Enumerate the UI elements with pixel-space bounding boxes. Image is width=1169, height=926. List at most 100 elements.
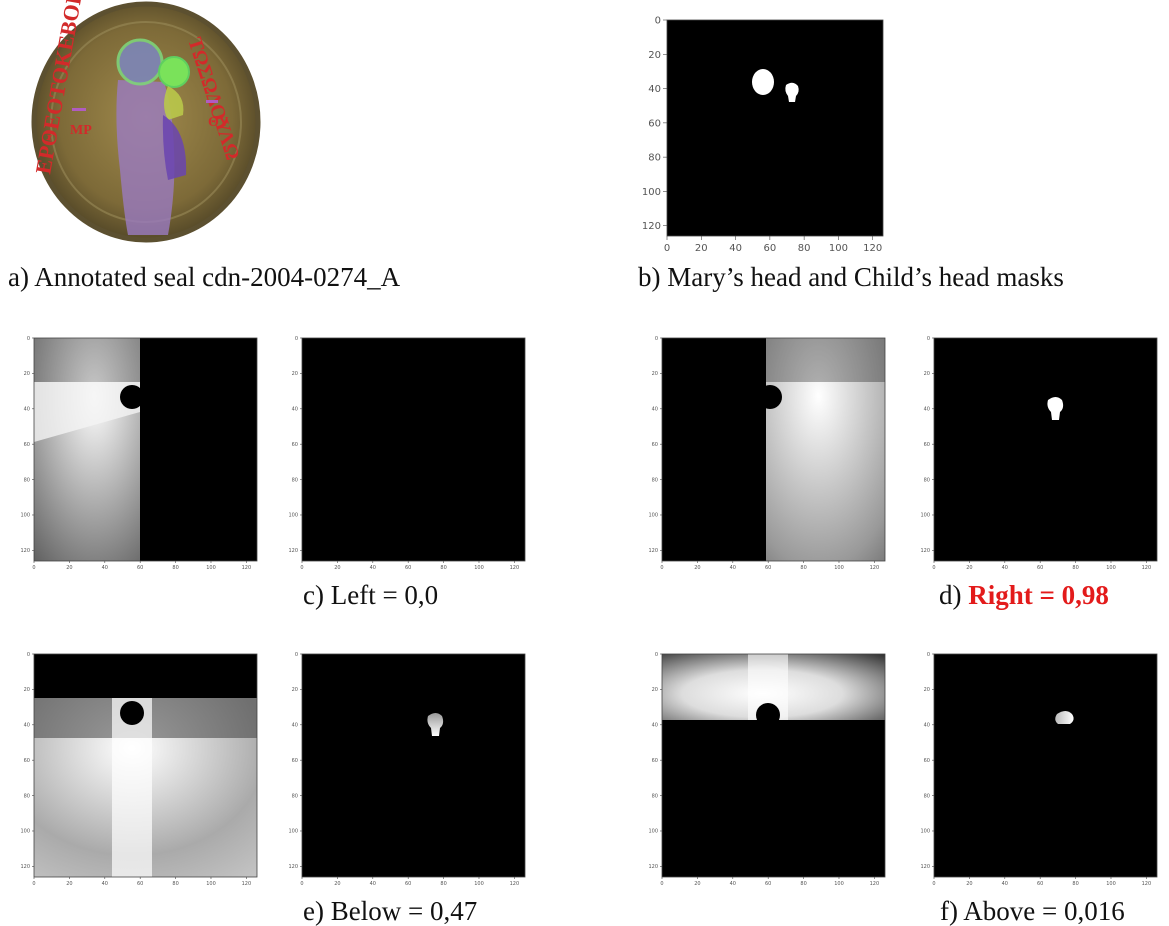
- right-result-plot-d: 0 0 20 20 40 40 60 60 80 80 100 100 120 120: [920, 336, 1158, 571]
- y-tick-label: 100: [288, 513, 298, 519]
- x-tick-label: 80: [172, 881, 178, 887]
- y-tick-label: 0: [655, 652, 658, 658]
- x-tick-label: 60: [1037, 565, 1043, 571]
- x-tick-label: 60: [1037, 881, 1043, 887]
- y-tick-label: 40: [24, 723, 30, 729]
- y-tick-label: 0: [927, 652, 930, 658]
- caption-a: a) Annotated seal cdn-2004-0274_A: [8, 262, 401, 292]
- caption-e: e) Below = 0,47: [303, 896, 478, 926]
- left-result-plot-c: 0 0 20 20 40 40 60 60 80 80 100 100 120 120: [288, 336, 526, 571]
- above-result-plot-f: 0 0 20 20 40 40 60 60 80 80 100 100 120 120: [920, 652, 1158, 887]
- x-tick-label: 40: [730, 565, 736, 571]
- y-tick-label: 20: [24, 371, 30, 377]
- y-tick-label: 20: [924, 371, 930, 377]
- x-tick-label: 40: [730, 881, 736, 887]
- x-tick-label: 0: [932, 565, 935, 571]
- caption-b: b) Mary’s head and Child’s head masks: [638, 262, 1064, 292]
- plot-frame: [661, 337, 886, 562]
- x-tick-label: 100: [829, 243, 848, 254]
- y-tick-label: 100: [920, 829, 930, 835]
- y-tick-label: 0: [27, 336, 30, 342]
- y-tick-label: 0: [295, 336, 298, 342]
- x-tick-label: 60: [137, 565, 143, 571]
- plot-frame: [666, 19, 884, 237]
- y-tick-label: 80: [652, 793, 658, 799]
- y-tick-label: 60: [292, 758, 298, 764]
- y-tick-label: 60: [924, 442, 930, 448]
- x-tick-label: 80: [440, 881, 446, 887]
- below-field-plot-e: 0 0 20 20 40 40 60 60 80 80 100 100 120 120: [20, 652, 258, 887]
- plot-frame: [301, 337, 526, 562]
- y-tick-label: 120: [648, 548, 658, 554]
- y-tick-label: 20: [24, 687, 30, 693]
- caption-c: c) Left = 0,0: [303, 580, 439, 610]
- y-tick-label: 80: [292, 793, 298, 799]
- x-tick-label: 40: [102, 881, 108, 887]
- y-tick-label: 80: [292, 477, 298, 483]
- y-tick-label: 60: [652, 758, 658, 764]
- x-tick-label: 80: [172, 565, 178, 571]
- below-result-plot-e: 0 0 20 20 40 40 60 60 80 80 100 100 120 120: [288, 652, 526, 887]
- x-tick-label: 120: [870, 881, 880, 887]
- x-tick-label: 60: [405, 565, 411, 571]
- masks-plot-b: 0 0 20 20 40 40 60 60 80 80 100 100 120 120: [642, 16, 884, 254]
- x-tick-label: 20: [695, 243, 708, 254]
- x-tick-label: 40: [1002, 881, 1008, 887]
- x-tick-label: 0: [32, 565, 35, 571]
- left-field-plot-c: 0 0 20 20 40 40 60 60 80 80 100 100 120 120: [20, 336, 258, 571]
- x-tick-label: 120: [510, 565, 520, 571]
- y-tick-label: 40: [648, 84, 661, 95]
- x-tick-label: 20: [694, 881, 700, 887]
- y-tick-label: 40: [924, 407, 930, 413]
- y-tick-label: 40: [924, 723, 930, 729]
- y-tick-label: 120: [920, 864, 930, 870]
- seal-child-monogram: ΘΥ: [208, 115, 229, 130]
- plot-frame: [33, 653, 258, 878]
- y-tick-label: 100: [20, 829, 30, 835]
- x-tick-label: 120: [1142, 565, 1152, 571]
- seal-mary-monogram: ΜΡ: [70, 123, 92, 138]
- x-tick-label: 0: [300, 565, 303, 571]
- x-tick-label: 20: [66, 565, 72, 571]
- y-tick-label: 80: [924, 793, 930, 799]
- x-tick-label: 60: [765, 881, 771, 887]
- x-tick-label: 20: [334, 881, 340, 887]
- x-tick-label: 40: [1002, 565, 1008, 571]
- y-tick-label: 40: [652, 407, 658, 413]
- x-tick-label: 0: [664, 243, 670, 254]
- x-tick-label: 120: [870, 565, 880, 571]
- x-tick-label: 60: [763, 243, 776, 254]
- x-tick-label: 40: [729, 243, 742, 254]
- y-tick-label: 40: [652, 723, 658, 729]
- x-tick-label: 20: [694, 565, 700, 571]
- y-tick-label: 120: [288, 864, 298, 870]
- x-tick-label: 20: [966, 565, 972, 571]
- y-tick-label: 0: [295, 652, 298, 658]
- y-tick-label: 60: [24, 442, 30, 448]
- y-tick-label: 20: [648, 50, 661, 61]
- y-tick-label: 120: [288, 548, 298, 554]
- y-tick-label: 20: [652, 687, 658, 693]
- annotated-seal-image: ΕΡΘΕΟΤΟΚΕΒΟΗΘΕΙ ΤΩΣΩΔΟΥΛΩ ΜΡ ΘΥ: [30, 0, 261, 243]
- plot-frame: [33, 337, 258, 562]
- y-tick-label: 60: [24, 758, 30, 764]
- y-tick-label: 100: [648, 513, 658, 519]
- y-tick-label: 0: [927, 336, 930, 342]
- x-tick-label: 100: [206, 565, 216, 571]
- y-tick-label: 80: [924, 477, 930, 483]
- y-tick-label: 80: [648, 153, 661, 164]
- plot-frame: [933, 653, 1158, 878]
- right-field-plot-d: 0 0 20 20 40 40 60 60 80 80 100 100 120 120: [648, 336, 886, 571]
- x-tick-label: 0: [660, 565, 663, 571]
- x-tick-label: 100: [834, 565, 844, 571]
- x-tick-label: 0: [660, 881, 663, 887]
- y-tick-label: 100: [20, 513, 30, 519]
- x-tick-label: 20: [66, 881, 72, 887]
- x-tick-label: 100: [1106, 881, 1116, 887]
- x-tick-label: 80: [800, 881, 806, 887]
- x-tick-label: 0: [32, 881, 35, 887]
- x-tick-label: 80: [1072, 565, 1078, 571]
- y-tick-label: 20: [924, 687, 930, 693]
- x-tick-label: 120: [510, 881, 520, 887]
- x-tick-label: 120: [242, 565, 252, 571]
